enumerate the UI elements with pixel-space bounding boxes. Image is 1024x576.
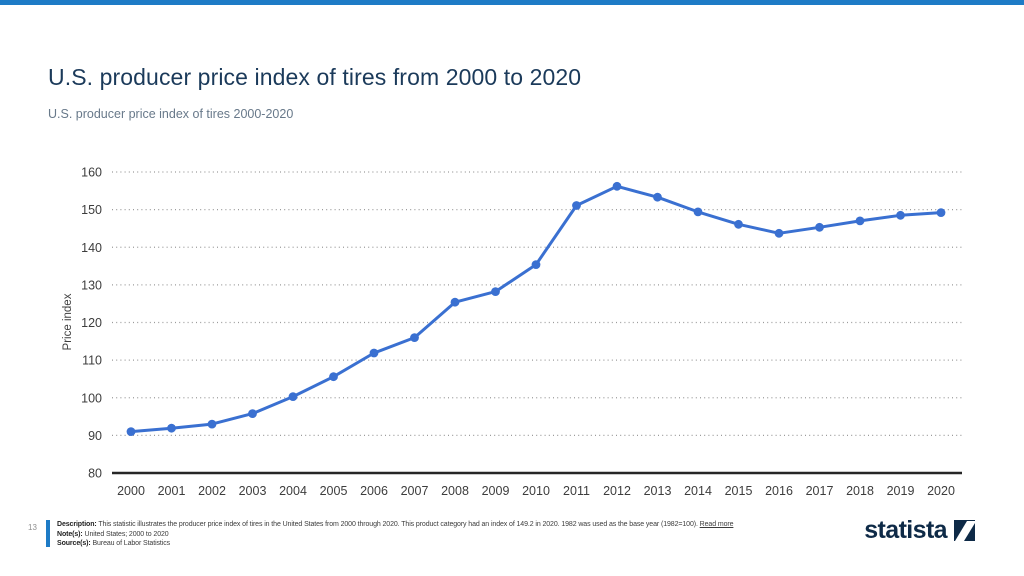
x-tick-label-2013: 2013 [644,484,672,498]
data-point-2010[interactable] [531,260,541,269]
x-tick-label-2006: 2006 [360,484,388,498]
x-tick-label-2004: 2004 [279,484,307,498]
y-tick-label-160: 160 [81,166,102,180]
x-tick-label-2019: 2019 [887,484,915,498]
data-point-2009[interactable] [491,287,500,296]
x-tick-label-2015: 2015 [725,484,753,498]
data-point-2016[interactable] [774,228,784,238]
x-tick-label-2020: 2020 [927,484,955,498]
footer-accent-bar [46,520,50,547]
data-point-2017[interactable] [815,222,824,232]
data-point-2020[interactable] [936,208,946,217]
x-tick-label-2011: 2011 [563,484,590,498]
data-point-2011[interactable] [572,201,581,210]
data-point-2008[interactable] [450,297,460,307]
x-tick-label-2016: 2016 [765,484,793,498]
line-chart: 80 90 100 110 120 130 140 150 160 2000 2001 2002 200… [40,160,1000,512]
statista-logo: statista [864,516,975,545]
y-tick-label-130: 130 [81,278,102,292]
x-tick-label-2003: 2003 [239,484,267,498]
x-tick-label-2001: 2001 [158,484,186,498]
data-point-2015[interactable] [734,219,743,229]
x-tick-label-2014: 2014 [684,484,712,498]
page-subtitle: U.S. producer price index of tires 2000-… [48,107,294,121]
data-point-2018[interactable] [855,216,865,226]
statista-logo-text: statista [864,516,947,544]
page-number: 13 [28,523,37,532]
chart-canvas: 80 90 100 110 120 130 140 150 160 2000 2001 2002 200… [81,166,962,498]
x-tick-label-2017: 2017 [806,484,834,498]
data-point-2000[interactable] [126,427,136,436]
data-point-2014[interactable] [693,207,703,217]
description-text: This statistic illustrates the producer … [96,521,700,528]
notes-label: Note(s): [57,530,83,538]
description-row: Description: This statistic illustrates … [57,520,733,530]
data-point-2013[interactable] [653,192,662,202]
data-point-2005[interactable] [329,372,338,382]
statista-logo-icon [954,520,975,541]
data-point-2012[interactable] [612,181,622,191]
data-point-2006[interactable] [369,348,379,358]
y-tick-label-140: 140 [81,241,102,255]
top-accent-bar [0,0,1024,5]
y-axis-title: Price index [62,293,74,351]
data-point-2007[interactable] [410,333,419,342]
data-point-2019[interactable] [896,210,905,220]
x-tick-label-2002: 2002 [198,484,226,498]
x-tick-label-2012: 2012 [603,484,631,498]
source-row: Source(s): Bureau of Labor Statistics [57,539,733,549]
source-label: Source(s): [57,540,91,548]
x-tick-label-2007: 2007 [401,484,429,498]
description-label: Description: [57,521,97,528]
x-tick-label-2018: 2018 [846,484,874,498]
x-tick-label-2000: 2000 [117,484,145,498]
y-tick-label-90: 90 [88,429,102,443]
y-tick-label-150: 150 [81,203,102,217]
y-tick-label-110: 110 [82,354,102,368]
y-tick-label-80: 80 [88,467,102,481]
read-more-link[interactable]: Read more [699,521,734,528]
y-tick-label-100: 100 [81,391,102,405]
x-tick-label-2008: 2008 [441,484,469,498]
data-point-2002[interactable] [207,419,217,429]
x-tick-label-2009: 2009 [482,484,510,498]
source-text: Bureau of Labor Statistics [90,540,171,548]
data-point-2003[interactable] [248,409,257,418]
x-tick-label-2005: 2005 [320,484,348,498]
notes-row: Note(s): United States; 2000 to 2020 [57,530,733,540]
page-title: U.S. producer price index of tires from … [48,64,582,90]
data-point-2004[interactable] [288,392,298,401]
y-tick-label-120: 120 [81,316,102,330]
x-tick-label-2010: 2010 [522,484,550,498]
data-point-2001[interactable] [167,423,176,433]
notes-text: United States; 2000 to 2020 [82,530,169,538]
footer-meta: Description: This statistic illustrates … [57,520,733,549]
